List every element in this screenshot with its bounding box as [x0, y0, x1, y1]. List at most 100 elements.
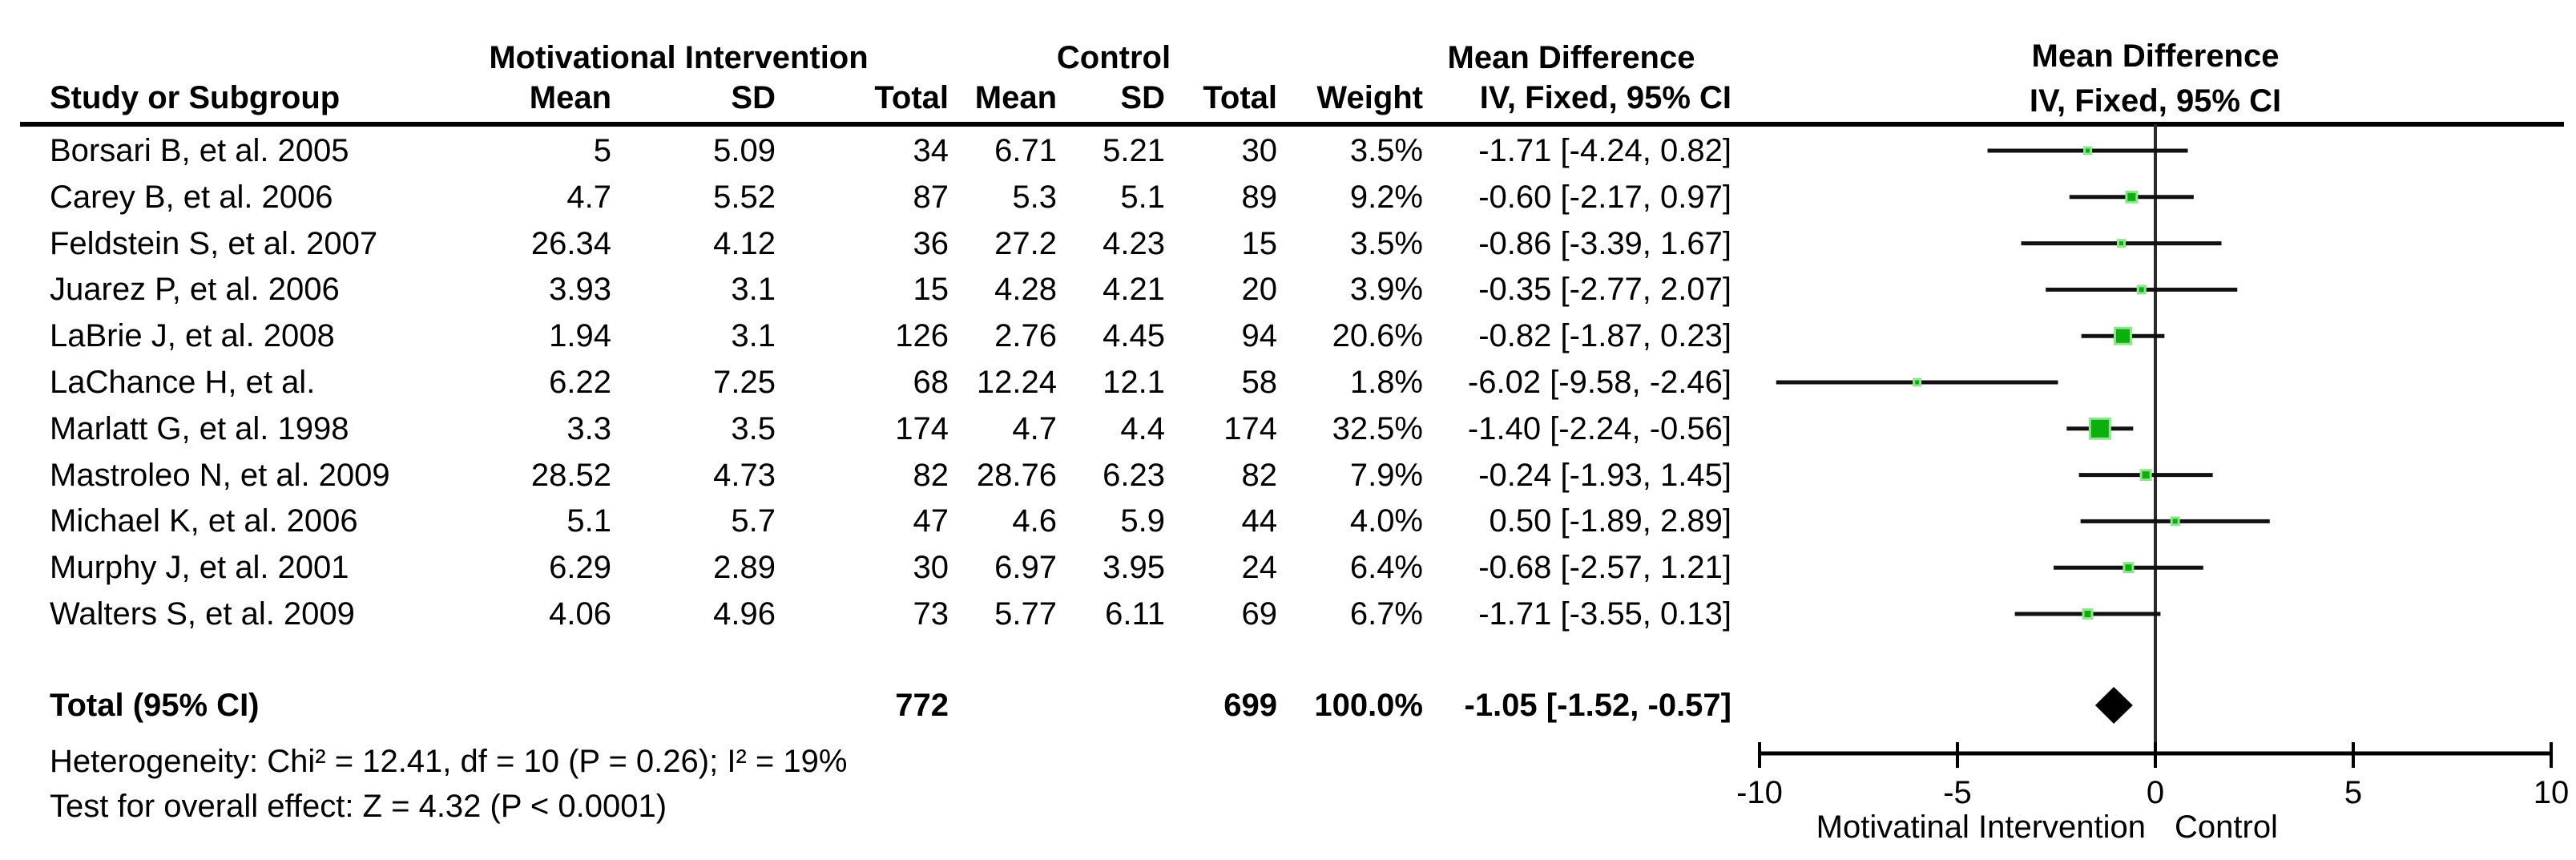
weight-value: 32.5%: [1332, 410, 1423, 446]
weight-value: 4.0%: [1349, 503, 1423, 539]
control-mean: 5.77: [994, 596, 1057, 632]
control-sd: 5.21: [1103, 133, 1165, 168]
col-header-ci: IV, Fixed, 95% CI: [1479, 80, 1731, 115]
intervention-mean: 5: [593, 133, 611, 168]
ci-value: -0.24 [-1.93, 1.45]: [1478, 457, 1731, 493]
axis-tick-label: 0: [2147, 775, 2164, 810]
control-total: 94: [1241, 318, 1278, 354]
control-total: 58: [1241, 365, 1278, 400]
study-name: Carey B, et al. 2006: [50, 179, 333, 215]
control-mean: 4.6: [1012, 503, 1057, 539]
control-total: 44: [1241, 503, 1278, 539]
ci-value: -0.86 [-3.39, 1.67]: [1478, 225, 1731, 261]
weight-value: 6.4%: [1349, 550, 1423, 586]
intervention-total: 15: [913, 272, 949, 308]
axis-tick-label: -5: [1943, 775, 1972, 810]
effect-square: [2122, 562, 2135, 574]
control-sd: 4.4: [1120, 410, 1165, 446]
ci-value: -0.60 [-2.17, 0.97]: [1478, 179, 1731, 215]
effect-square: [2082, 608, 2094, 620]
total-ctrl-total: 699: [1223, 688, 1277, 723]
col-header-ctrl-total: Total: [1203, 80, 1277, 115]
total-ci: -1.05 [-1.52, -0.57]: [1464, 688, 1732, 723]
total-weight: 100.0%: [1314, 688, 1423, 723]
axis-tick-label: 10: [2534, 775, 2570, 810]
group-header-control: Control: [1056, 40, 1171, 75]
plot-header-line2: IV, Fixed, 95% CI: [2029, 83, 2282, 119]
intervention-mean: 3.93: [549, 272, 611, 308]
col-header-ctrl-sd: SD: [1120, 80, 1165, 115]
col-header-weight: Weight: [1316, 80, 1423, 115]
control-total: 69: [1241, 596, 1278, 632]
intervention-mean: 3.3: [566, 410, 611, 446]
intervention-sd: 4.12: [713, 225, 776, 261]
intervention-total: 47: [913, 503, 949, 539]
intervention-total: 87: [913, 179, 949, 215]
table-row: Carey B, et al. 2006 4.7 5.52 87 5.3 5.1 89 9.2…: [0, 175, 1763, 220]
control-mean: 27.2: [994, 225, 1057, 261]
intervention-sd: 5.52: [713, 179, 776, 215]
axis-label-left: Motivatinal Intervention: [1816, 810, 2146, 845]
control-sd: 12.1: [1103, 365, 1165, 400]
control-sd: 4.21: [1103, 272, 1165, 308]
table-row: Feldstein S, et al. 2007 26.34 4.12 36 27.2 4…: [0, 221, 1763, 266]
total-int-total: 772: [895, 688, 949, 723]
table-row: Walters S, et al. 2009 4.06 4.96 73 5.77 6.11…: [0, 592, 1763, 636]
table-row: Juarez P, et al. 2006 3.93 3.1 15 4.28 4.21 20…: [0, 267, 1763, 312]
col-header-int-total: Total: [874, 80, 949, 115]
intervention-sd: 3.5: [731, 410, 776, 446]
pooled-diamond: [2094, 687, 2133, 724]
intervention-sd: 3.1: [731, 272, 776, 308]
study-name: Marlatt G, et al. 1998: [50, 410, 349, 446]
control-total: 89: [1241, 179, 1278, 215]
axis-tick-label: -10: [1736, 775, 1783, 810]
intervention-total: 174: [895, 410, 949, 446]
table-row: Marlatt G, et al. 1998 3.3 3.5 174 4.7 4.4 174…: [0, 406, 1763, 451]
intervention-mean: 5.1: [566, 503, 611, 539]
study-name: Feldstein S, et al. 2007: [50, 225, 378, 261]
axis-label-right: Control: [2175, 810, 2278, 845]
control-sd: 6.11: [1105, 596, 1165, 632]
ci-value: -1.40 [-2.24, -0.56]: [1467, 410, 1731, 446]
control-sd: 3.95: [1103, 550, 1165, 586]
control-mean: 4.28: [994, 272, 1057, 308]
intervention-mean: 26.34: [530, 225, 611, 261]
col-header-ctrl-mean: Mean: [974, 80, 1057, 115]
intervention-total: 73: [913, 596, 949, 632]
effect-square: [2088, 417, 2111, 440]
intervention-total: 36: [913, 225, 949, 261]
intervention-total: 30: [913, 550, 949, 586]
control-total: 20: [1241, 272, 1278, 308]
effect-square: [2117, 239, 2127, 248]
table-row: LaChance H, et al. 6.22 7.25 68 12.24 12.1 58 1…: [0, 360, 1763, 405]
table-row: Mastroleo N, et al. 2009 28.52 4.73 82 28.76…: [0, 453, 1763, 498]
study-name: Walters S, et al. 2009: [50, 596, 355, 632]
col-header-int-mean: Mean: [529, 80, 611, 115]
intervention-mean: 6.29: [549, 550, 611, 586]
ci-value: -0.35 [-2.77, 2.07]: [1478, 272, 1731, 308]
control-total: 24: [1241, 550, 1278, 586]
intervention-sd: 2.89: [713, 550, 776, 586]
control-mean: 12.24: [976, 365, 1057, 400]
control-sd: 5.1: [1120, 179, 1165, 215]
study-name: Murphy J, et al. 2001: [50, 550, 349, 586]
control-total: 15: [1241, 225, 1278, 261]
axis-tick-label: 5: [2344, 775, 2362, 810]
control-total: 174: [1223, 410, 1277, 446]
effect-square: [2139, 469, 2152, 482]
weight-value: 3.9%: [1349, 272, 1423, 308]
plot-header-line1: Mean Difference: [2031, 38, 2280, 74]
intervention-sd: 5.7: [731, 503, 776, 539]
heterogeneity-text: Heterogeneity: Chi² = 12.41, df = 10 (P …: [50, 744, 848, 779]
group-header-mean-difference: Mean Difference: [1447, 40, 1695, 75]
weight-value: 1.8%: [1349, 365, 1423, 400]
intervention-mean: 28.52: [530, 457, 611, 493]
ci-value: -0.68 [-2.57, 1.21]: [1478, 550, 1731, 586]
study-name: Juarez P, et al. 2006: [50, 272, 340, 308]
intervention-sd: 4.73: [713, 457, 776, 493]
control-sd: 4.23: [1103, 225, 1165, 261]
weight-value: 6.7%: [1349, 596, 1423, 632]
intervention-sd: 3.1: [731, 318, 776, 354]
control-total: 30: [1241, 133, 1278, 168]
